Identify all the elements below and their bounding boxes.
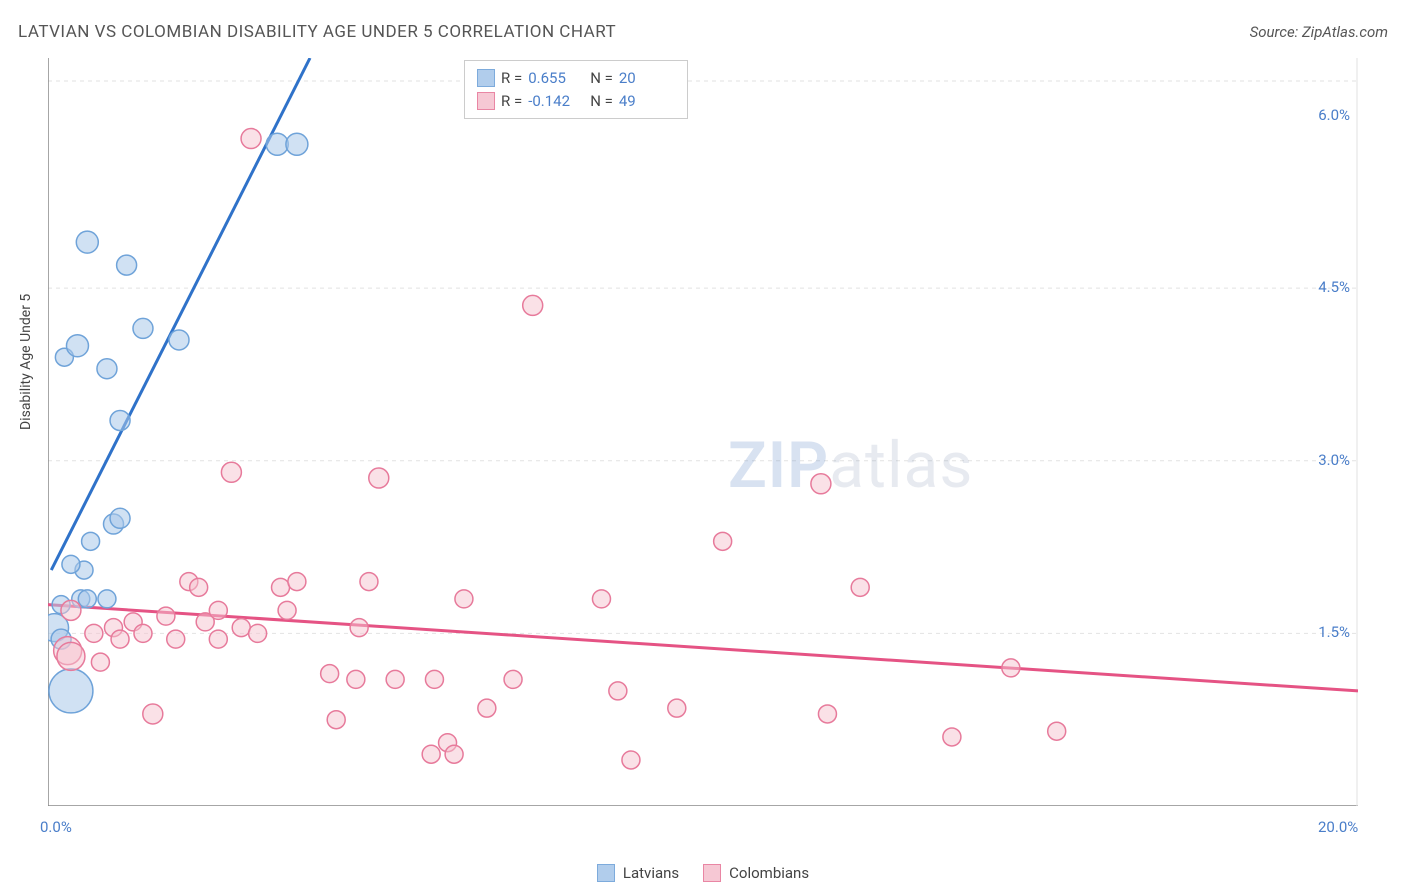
x-tick-label: 20.0%: [1318, 818, 1358, 836]
n-label: N =: [590, 67, 613, 90]
y-tick-label: 3.0%: [1318, 451, 1350, 469]
latvians-label: Latvians: [623, 864, 679, 882]
latvians-swatch-icon: [477, 69, 495, 87]
latvians-r-value: 0.655: [528, 67, 584, 90]
y-tick-label: 4.5%: [1318, 278, 1350, 296]
r-label: R =: [501, 67, 522, 90]
y-tick-label: 6.0%: [1318, 106, 1350, 124]
chart-title: LATVIAN VS COLOMBIAN DISABILITY AGE UNDE…: [18, 22, 616, 42]
colombians-label: Colombians: [729, 864, 809, 882]
stats-legend: R = 0.655 N = 20 R = -0.142 N = 49: [464, 60, 688, 119]
legend-item-latvians: Latvians: [597, 864, 679, 882]
source-credit: Source: ZipAtlas.com: [1250, 23, 1388, 41]
latvians-swatch-icon: [597, 864, 615, 882]
colombians-r-value: -0.142: [528, 90, 584, 113]
y-tick-label: 1.5%: [1318, 623, 1350, 641]
latvians-n-value: 20: [619, 67, 675, 90]
legend-item-colombians: Colombians: [703, 864, 809, 882]
colombians-n-value: 49: [619, 90, 675, 113]
chart-area: R = 0.655 N = 20 R = -0.142 N = 49 ZIPat…: [48, 58, 1358, 806]
r-label: R =: [501, 90, 522, 113]
colombians-swatch-icon: [703, 864, 721, 882]
colombians-swatch-icon: [477, 92, 495, 110]
x-tick-label: 0.0%: [40, 818, 72, 836]
series-legend: Latvians Colombians: [0, 864, 1406, 882]
n-label: N =: [590, 90, 613, 113]
y-axis-label: Disability Age Under 5: [18, 294, 34, 430]
scatter-plot: [48, 58, 1358, 806]
